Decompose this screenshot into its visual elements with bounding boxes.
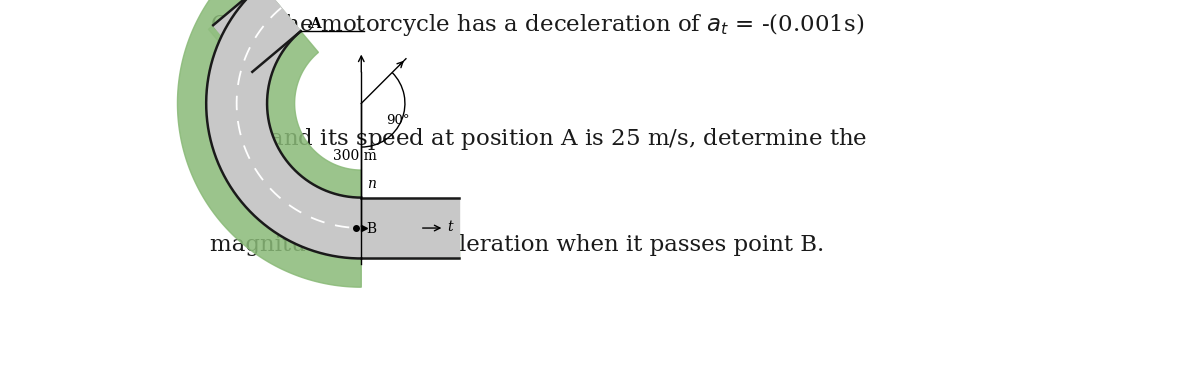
Text: .A: .A [306, 17, 322, 31]
Text: 300 m: 300 m [332, 149, 377, 163]
Polygon shape [214, 0, 301, 72]
Text: m/s$^2$ and its speed at position A is 25 m/s, determine the: m/s$^2$ and its speed at position A is 2… [210, 123, 868, 153]
Text: n: n [367, 177, 376, 192]
Polygon shape [178, 0, 361, 287]
Text: t: t [448, 221, 452, 234]
Text: B: B [366, 222, 376, 235]
Polygon shape [209, 18, 260, 76]
Text: magnitude of its acceleration when it passes point B.: magnitude of its acceleration when it pa… [210, 234, 824, 256]
Text: 90°: 90° [386, 114, 410, 127]
Polygon shape [361, 233, 458, 259]
Polygon shape [361, 198, 458, 259]
Polygon shape [214, 0, 280, 47]
Polygon shape [206, 0, 361, 259]
Text: Q2/If the motorcycle has a deceleration of $a_t$ = -(0.001s): Q2/If the motorcycle has a deceleration … [210, 11, 864, 38]
